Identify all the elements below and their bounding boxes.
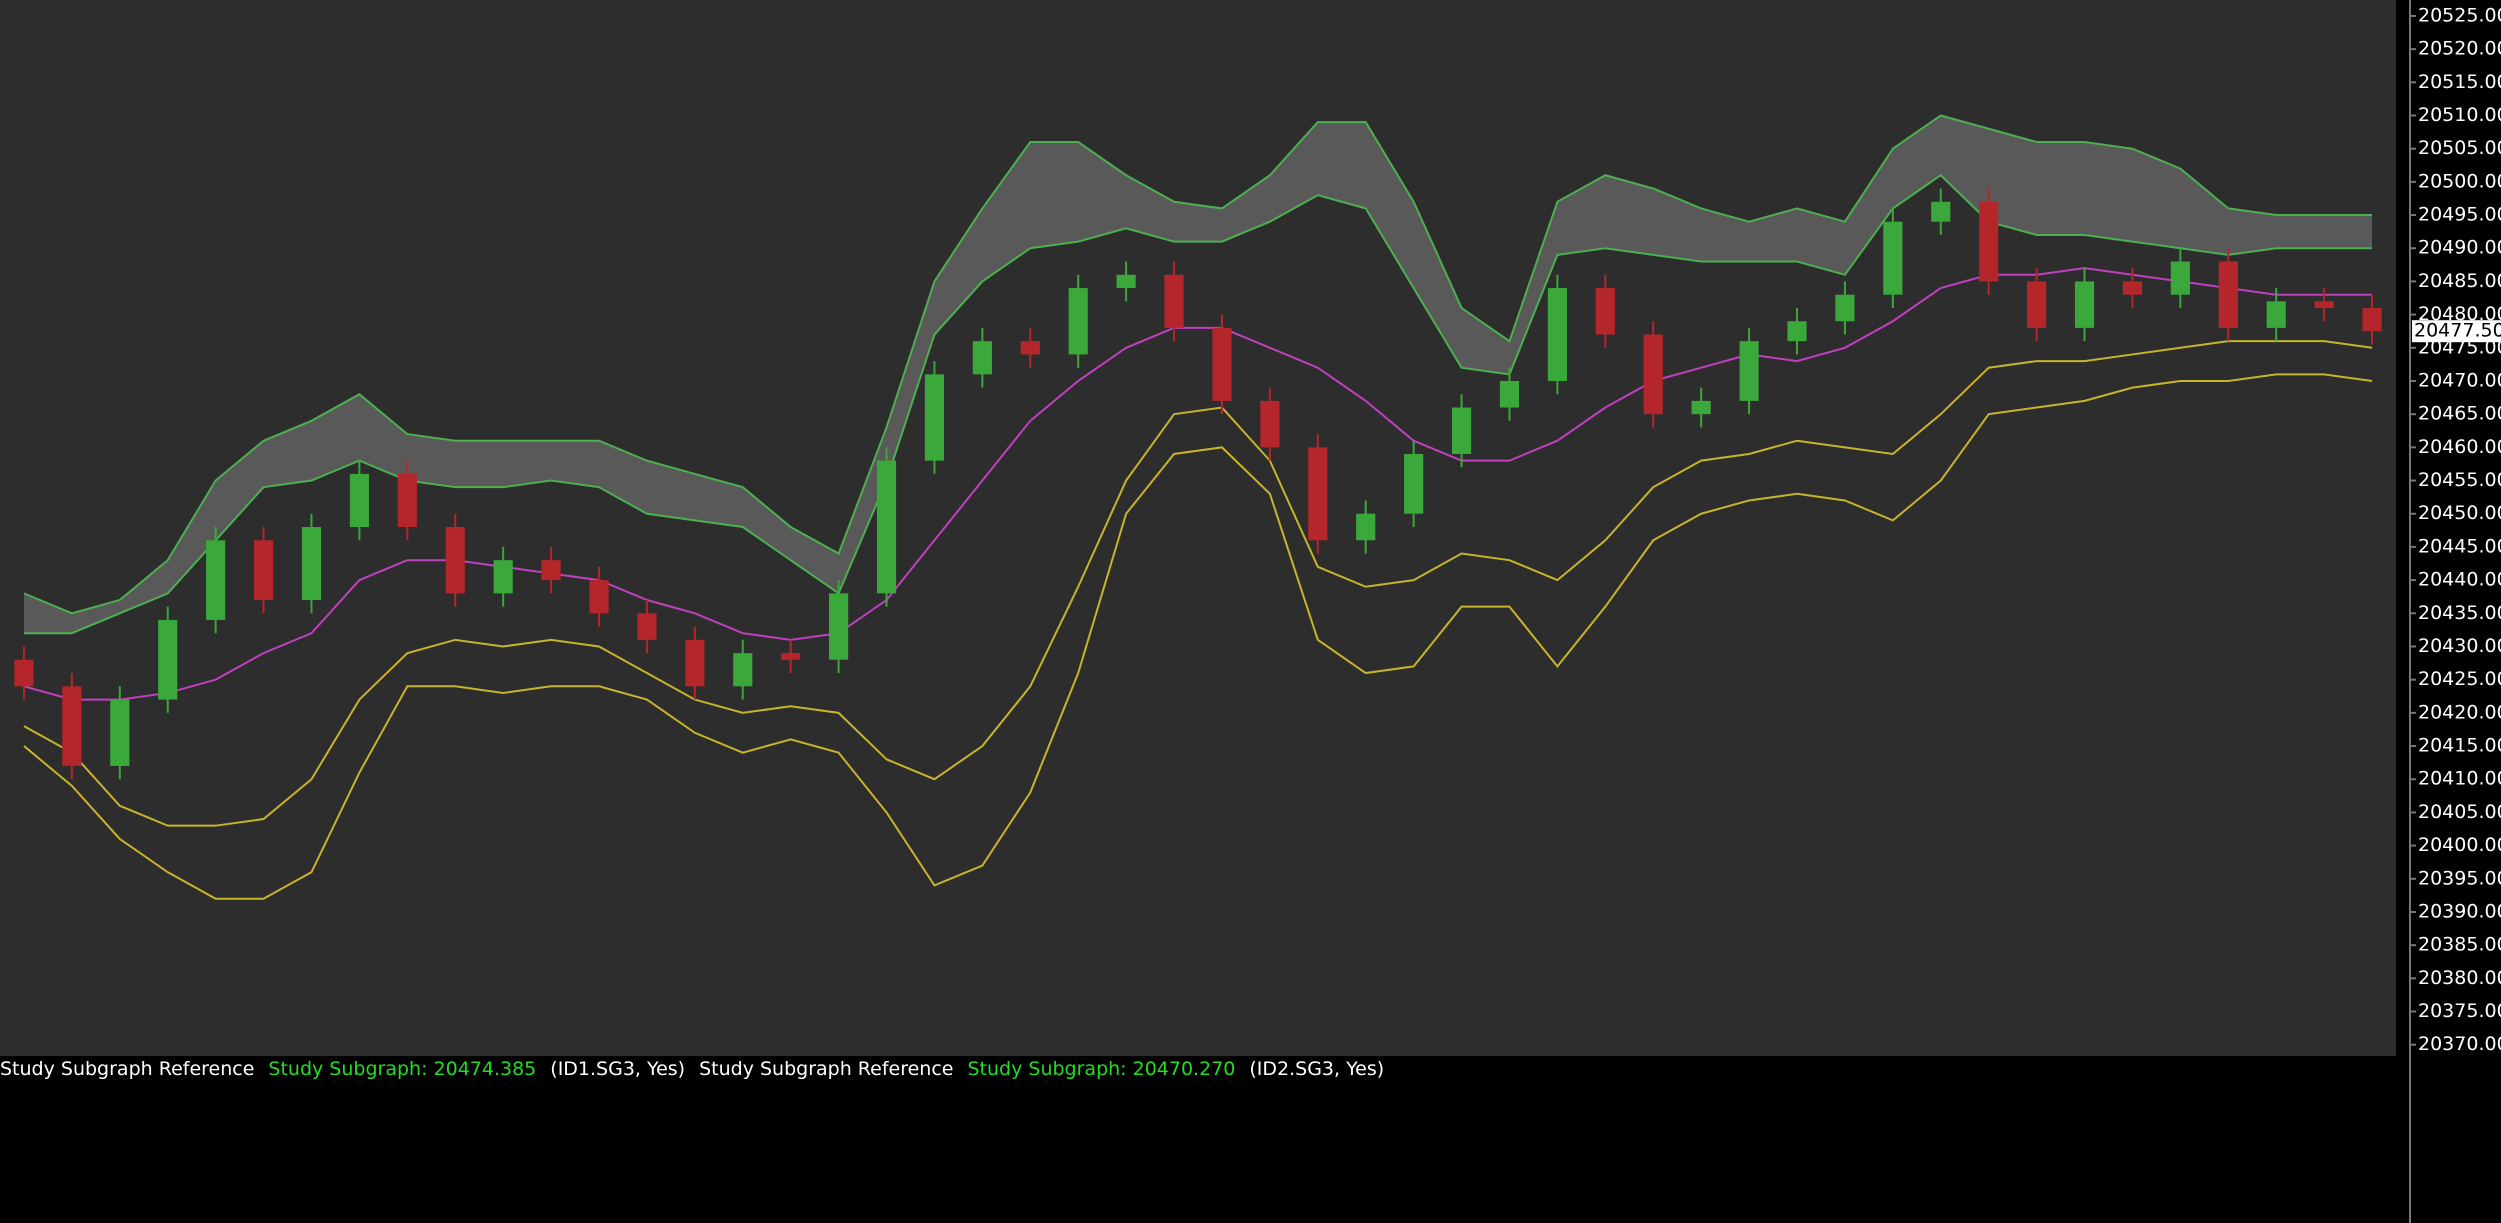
- y-tick-label: 20510.00: [2418, 104, 2501, 126]
- y-tick-label: 20520.00: [2418, 38, 2501, 60]
- y-tick-label: 20400.00: [2418, 834, 2501, 856]
- candle-body: [253, 540, 274, 601]
- candle-body: [733, 653, 753, 687]
- y-tick-label: 20370.00: [2418, 1033, 2501, 1055]
- candle-body: [206, 540, 226, 620]
- last-price-label: 20477.50: [2414, 320, 2501, 342]
- y-tick-label: 20375.00: [2418, 1000, 2501, 1022]
- candle-body: [1643, 334, 1663, 415]
- y-tick-label: 20415.00: [2418, 735, 2501, 757]
- candle-body: [493, 560, 513, 594]
- candle-body: [1404, 453, 1424, 514]
- y-tick-label: 20390.00: [2418, 900, 2501, 922]
- candle-body: [781, 653, 801, 660]
- candle-body: [301, 527, 322, 601]
- candle-body: [1164, 274, 1184, 328]
- y-tick-label: 20445.00: [2418, 535, 2501, 557]
- y-tick-label: 20410.00: [2418, 768, 2501, 790]
- candle-body: [1116, 274, 1136, 289]
- candle-body: [1308, 447, 1328, 541]
- candle-body: [2362, 307, 2382, 332]
- candle-body: [541, 560, 561, 581]
- candle-body: [2074, 281, 2095, 328]
- study-line: [23, 114, 2373, 615]
- candle-body: [1979, 201, 1999, 282]
- candle-body: [62, 686, 82, 766]
- band-fill: [23, 115, 2373, 634]
- candle-body: [876, 460, 897, 594]
- candle-body: [1020, 341, 1040, 355]
- candle-body: [349, 473, 369, 528]
- y-tick-label: 20385.00: [2418, 934, 2501, 956]
- candle-body: [158, 619, 178, 700]
- status-text: Study Subgraph Reference: [699, 1058, 954, 1080]
- y-tick-label: 20525.00: [2418, 4, 2501, 26]
- candle-body: [445, 527, 465, 594]
- candle-body: [829, 593, 849, 660]
- study-line: [23, 373, 2373, 900]
- y-tick-label: 20430.00: [2418, 635, 2501, 657]
- y-tick-label: 20505.00: [2418, 137, 2501, 159]
- candle-body: [1451, 407, 1472, 454]
- candle-body: [2266, 301, 2286, 328]
- candle-body: [1595, 288, 1615, 335]
- y-tick-label: 20405.00: [2418, 801, 2501, 823]
- candle-body: [1068, 288, 1088, 355]
- status-text: Study Subgraph: 20474.385: [268, 1058, 537, 1080]
- y-tick-label: 20460.00: [2418, 436, 2501, 458]
- candle-body: [685, 639, 705, 687]
- candle-body: [2027, 281, 2047, 328]
- candle-body: [14, 659, 34, 687]
- candle-body: [1356, 513, 1376, 541]
- candle-body: [2218, 261, 2238, 328]
- y-tick-label: 20440.00: [2418, 569, 2501, 591]
- y-tick-label: 20435.00: [2418, 602, 2501, 624]
- y-tick-label: 20485.00: [2418, 270, 2501, 292]
- candle-body: [972, 341, 992, 375]
- status-bar: Study Subgraph Reference Study Subgraph: …: [0, 1057, 1398, 1081]
- candle-body: [924, 374, 945, 461]
- candle-body: [1931, 201, 1951, 222]
- candle-body: [589, 580, 609, 614]
- candle-body: [2314, 301, 2334, 308]
- y-tick-label: 20455.00: [2418, 469, 2501, 491]
- candle-body: [1835, 294, 1855, 322]
- candle-body: [110, 699, 130, 766]
- y-tick-label: 20465.00: [2418, 403, 2501, 425]
- y-tick-label: 20395.00: [2418, 867, 2501, 889]
- y-tick-label: 20450.00: [2418, 502, 2501, 524]
- candle-body: [1883, 221, 1903, 295]
- candle-body: [1260, 400, 1280, 448]
- y-tick-label: 20470.00: [2418, 369, 2501, 391]
- status-text: (ID2.SG3, Yes): [1249, 1058, 1385, 1080]
- y-tick-label: 20480.00: [2418, 303, 2501, 325]
- candle-body: [1499, 380, 1520, 408]
- status-text: Study Subgraph Reference: [0, 1058, 255, 1080]
- status-text: Study Subgraph: 20470.270: [967, 1058, 1236, 1080]
- candle-body: [2170, 261, 2190, 295]
- y-tick-label: 20490.00: [2418, 237, 2501, 259]
- y-tick-label: 20495.00: [2418, 204, 2501, 226]
- study-line: [23, 340, 2373, 827]
- y-tick-label: 20420.00: [2418, 701, 2501, 723]
- last-price-box: [2412, 320, 2501, 343]
- candle-body: [637, 613, 657, 640]
- candle-body: [2122, 281, 2143, 295]
- candle-body: [1691, 400, 1711, 415]
- y-tick-label: 20425.00: [2418, 668, 2501, 690]
- candle-body: [1547, 288, 1567, 381]
- y-tick-label: 20500.00: [2418, 170, 2501, 192]
- candle-body: [1739, 341, 1759, 401]
- y-tick-label: 20380.00: [2418, 967, 2501, 989]
- candle-body: [397, 473, 417, 528]
- candle-body: [1212, 327, 1232, 401]
- status-text: (ID1.SG3, Yes): [550, 1058, 686, 1080]
- candle-body: [1787, 321, 1807, 342]
- y-tick-label: 20515.00: [2418, 71, 2501, 93]
